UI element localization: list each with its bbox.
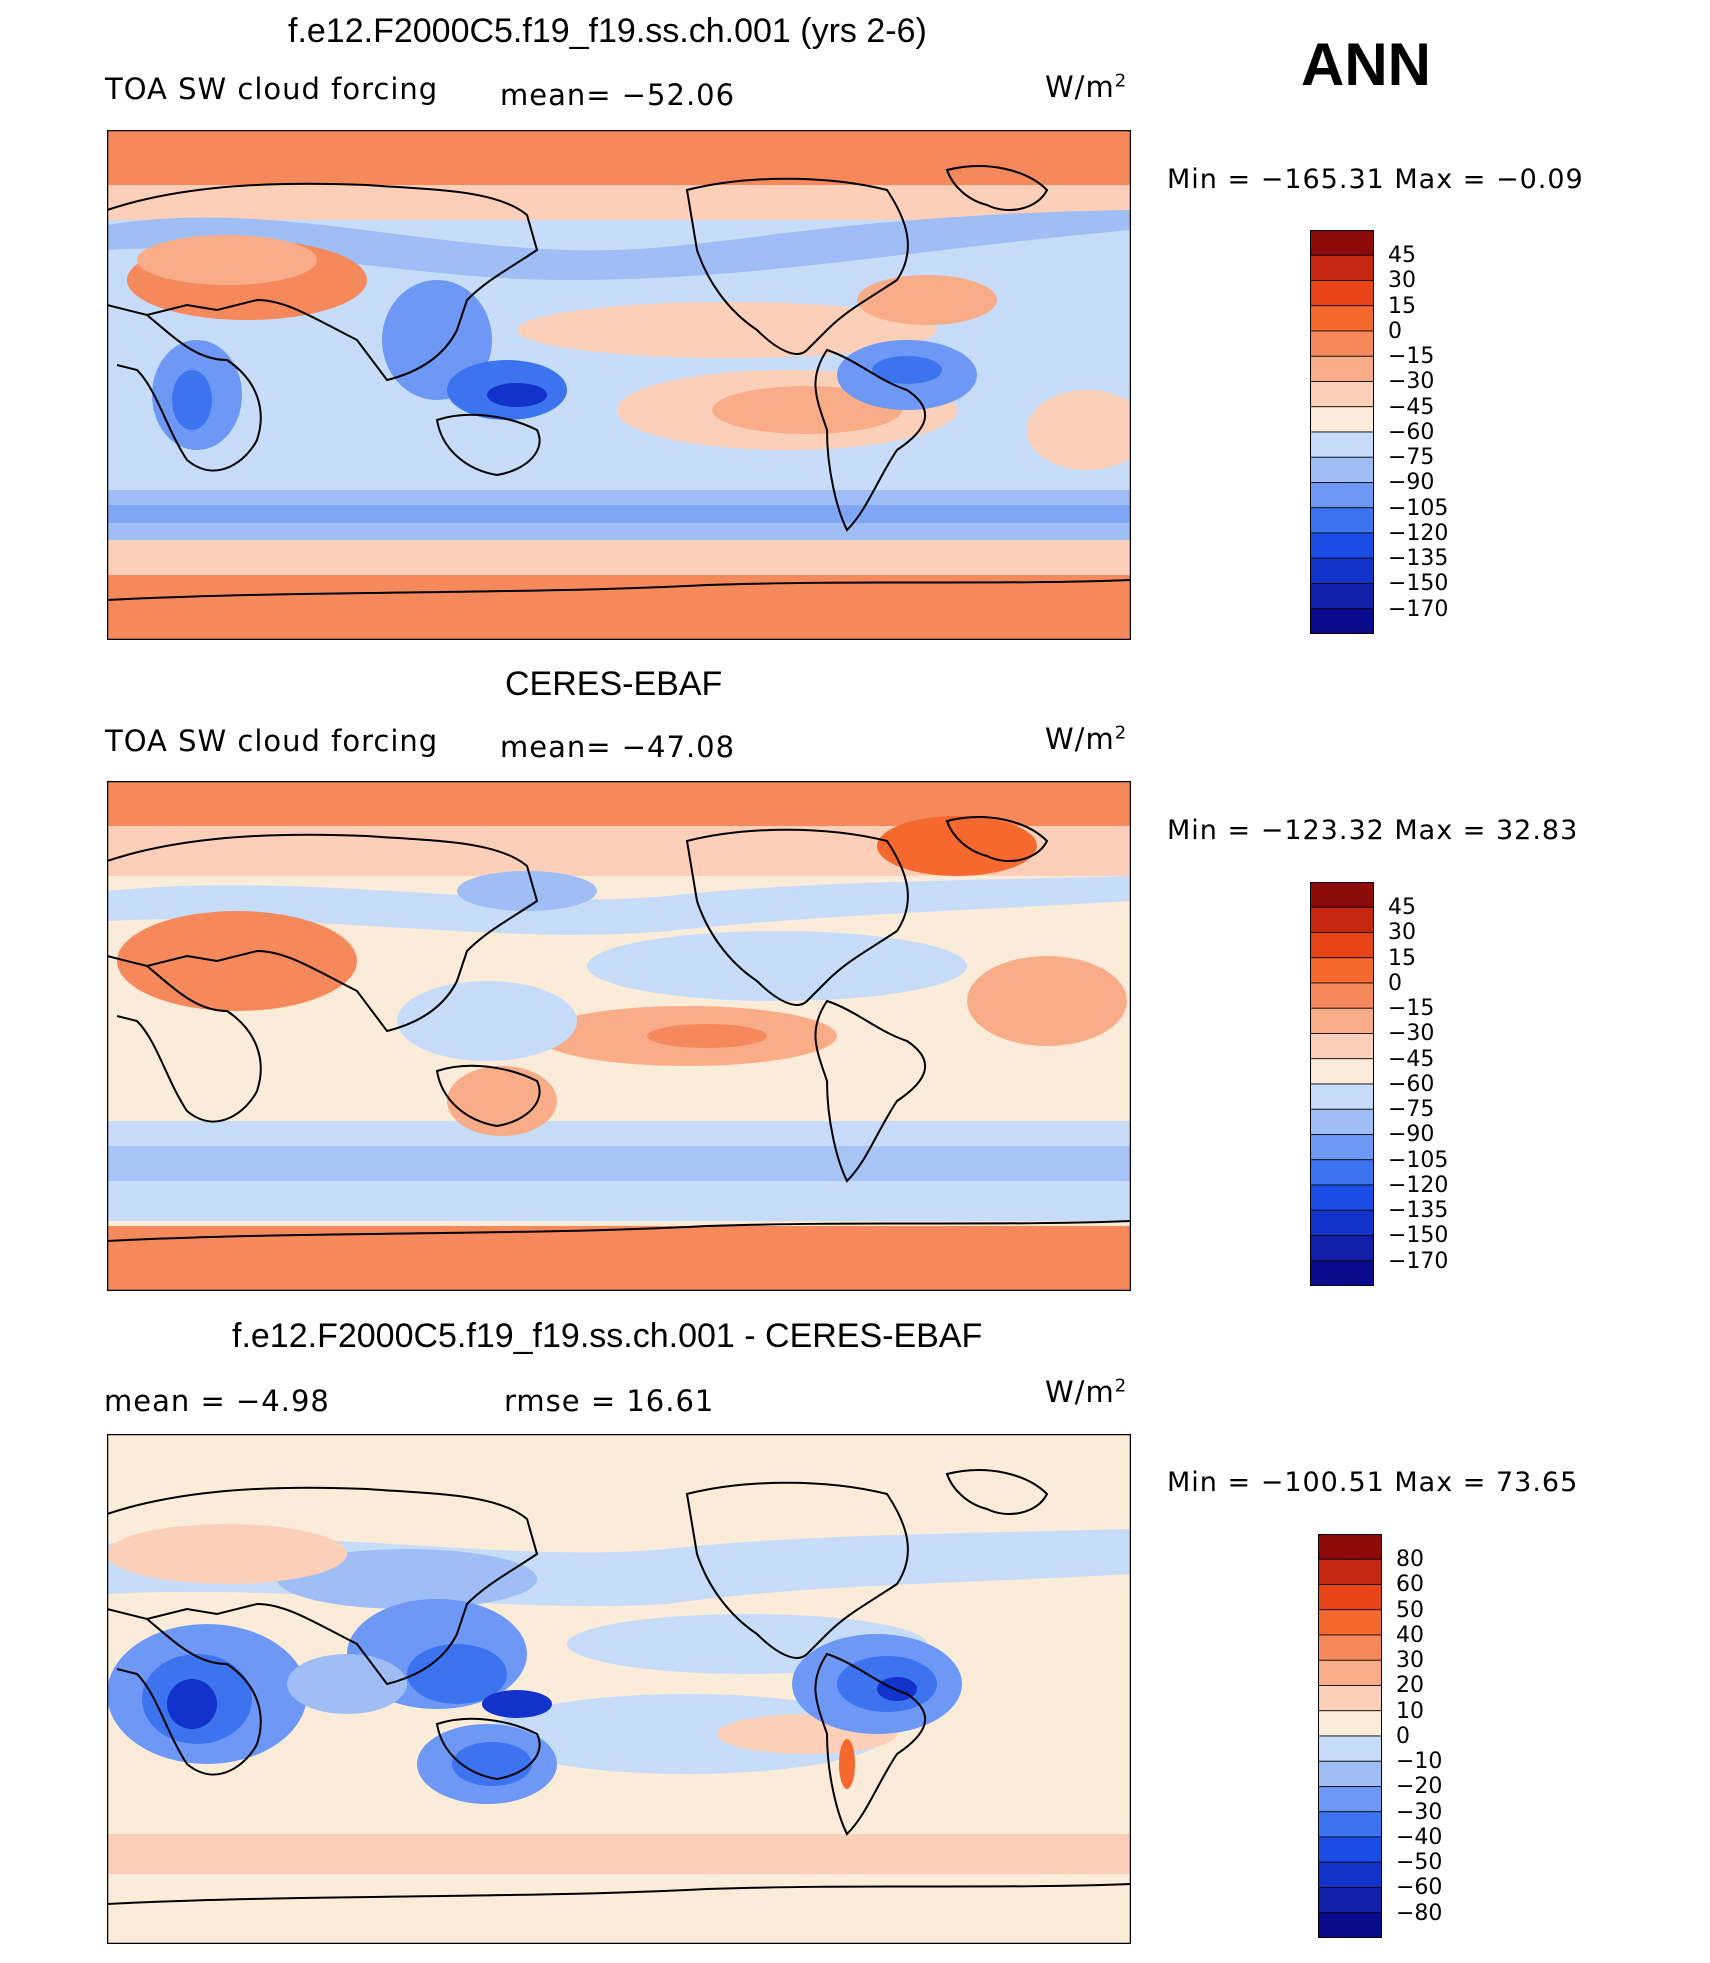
colorbar-swatch	[1310, 1159, 1374, 1186]
panel-1-map	[107, 130, 1131, 640]
colorbar-swatch	[1318, 1861, 1382, 1888]
season-label: ANN	[1301, 31, 1431, 98]
panel-3-mean-label: mean = −4.98	[104, 1384, 330, 1418]
colorbar-swatch	[1318, 1786, 1382, 1813]
colorbar-swatch	[1310, 355, 1374, 382]
panel-3-units: W/m2	[1045, 1375, 1128, 1409]
colorbar-swatch	[1318, 1558, 1382, 1585]
colorbar-swatch	[1318, 1584, 1382, 1611]
colorbar-swatch	[1310, 1083, 1374, 1110]
colorbar-swatch	[1310, 507, 1374, 534]
panel-2-colorbar	[1310, 882, 1374, 1286]
colorbar-swatch	[1318, 1710, 1382, 1737]
colorbar-swatch	[1310, 557, 1374, 584]
panel-2-units: W/m2	[1045, 722, 1128, 756]
colorbar-swatch	[1310, 608, 1374, 634]
colorbar-swatch	[1310, 532, 1374, 559]
colorbar-swatch	[1310, 1033, 1374, 1060]
colorbar-swatch	[1310, 406, 1374, 433]
colorbar-swatch	[1310, 906, 1374, 933]
colorbar-swatch	[1318, 1534, 1382, 1560]
colorbar-swatch	[1310, 1184, 1374, 1211]
panel-3-map	[107, 1434, 1131, 1944]
colorbar-swatch	[1318, 1685, 1382, 1712]
colorbar-swatch	[1310, 381, 1374, 408]
colorbar-swatch	[1310, 305, 1374, 332]
colorbar-swatch	[1310, 456, 1374, 483]
colorbar-swatch	[1310, 583, 1374, 610]
panel-2-colorbar-labels: 45 30 15 0 −15 −30 −45 −60 −75 −90 −105 …	[1388, 895, 1449, 1274]
colorbar-swatch	[1310, 1058, 1374, 1085]
colorbar-swatch	[1310, 1260, 1374, 1286]
panel-1-colorbar	[1310, 230, 1374, 634]
panel-2-variable-label: TOA SW cloud forcing	[105, 724, 439, 758]
colorbar-swatch	[1318, 1836, 1382, 1863]
panel-3-title: f.e12.F2000C5.f19_f19.ss.ch.001 - CERES-…	[232, 1317, 983, 1355]
colorbar-swatch	[1318, 1634, 1382, 1661]
panel-2-mean-label: mean= −47.08	[500, 730, 736, 764]
panel-1-units: W/m2	[1045, 70, 1128, 104]
colorbar-swatch	[1318, 1735, 1382, 1762]
colorbar-swatch	[1310, 1007, 1374, 1034]
colorbar-swatch	[1310, 230, 1374, 256]
panel-2-title: CERES-EBAF	[505, 665, 723, 703]
colorbar-swatch	[1310, 1134, 1374, 1161]
panel-1-mean-label: mean= −52.06	[500, 78, 736, 112]
colorbar-swatch	[1310, 254, 1374, 281]
colorbar-swatch	[1318, 1811, 1382, 1838]
colorbar-swatch	[1310, 982, 1374, 1009]
colorbar-swatch	[1318, 1659, 1382, 1686]
colorbar-swatch	[1318, 1887, 1382, 1914]
panel-1-title: f.e12.F2000C5.f19_f19.ss.ch.001 (yrs 2-6…	[288, 12, 927, 50]
colorbar-swatch	[1310, 431, 1374, 458]
colorbar-swatch	[1310, 932, 1374, 959]
panel-2-map	[107, 781, 1131, 1291]
colorbar-swatch	[1318, 1760, 1382, 1787]
panel-1-colorbar-labels: 45 30 15 0 −15 −30 −45 −60 −75 −90 −105 …	[1388, 243, 1449, 622]
colorbar-swatch	[1310, 1235, 1374, 1262]
colorbar-swatch	[1310, 882, 1374, 908]
colorbar-swatch	[1310, 1108, 1374, 1135]
colorbar-swatch	[1310, 957, 1374, 984]
colorbar-swatch	[1310, 482, 1374, 509]
panel-3-colorbar-labels: 80 60 50 40 30 20 10 0 −10 −20 −30 −40 −…	[1396, 1547, 1443, 1926]
colorbar-swatch	[1310, 1209, 1374, 1236]
panel-3-minmax: Min = −100.51 Max = 73.65	[1167, 1467, 1579, 1498]
colorbar-swatch	[1318, 1609, 1382, 1636]
panel-2-minmax: Min = −123.32 Max = 32.83	[1167, 815, 1579, 846]
panel-3-rmse-label: rmse = 16.61	[504, 1384, 715, 1418]
colorbar-swatch	[1310, 280, 1374, 307]
panel-1-minmax: Min = −165.31 Max = −0.09	[1167, 164, 1584, 195]
panel-3-colorbar	[1318, 1534, 1382, 1938]
colorbar-swatch	[1310, 330, 1374, 357]
colorbar-swatch	[1318, 1912, 1382, 1938]
panel-1-variable-label: TOA SW cloud forcing	[105, 72, 439, 106]
